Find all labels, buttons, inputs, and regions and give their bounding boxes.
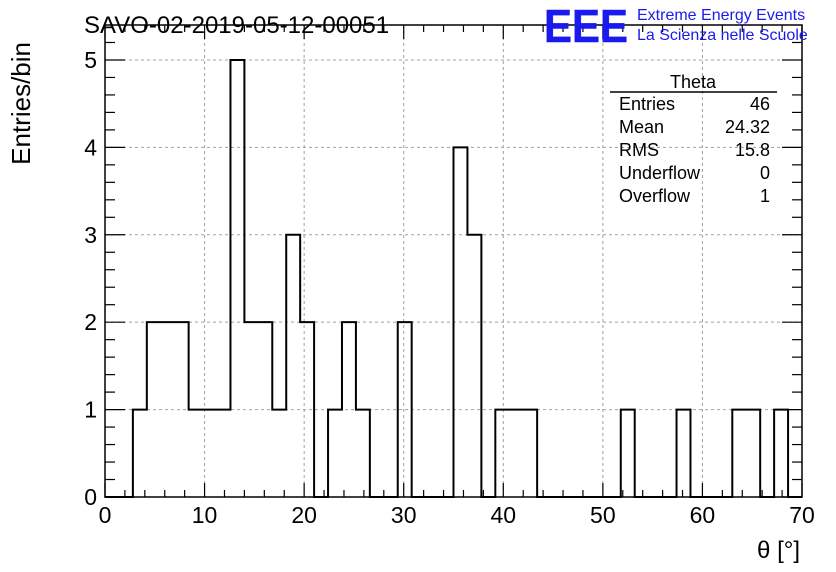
x-tick-label: 30 (391, 502, 417, 528)
plot-frame (104, 24, 803, 498)
logo-line-2: La Scienza nelle Scuole (637, 27, 808, 44)
x-tick-label: 10 (192, 502, 218, 528)
axis-ticks (104, 25, 803, 498)
x-tick-label: 60 (690, 502, 716, 528)
stats-value: 24.32 (725, 117, 770, 137)
x-tick-label: 50 (590, 502, 616, 528)
y-tick-label: 0 (84, 484, 97, 510)
stats-label: RMS (619, 140, 659, 160)
y-tick-label: 5 (84, 47, 97, 73)
stats-label: Mean (619, 117, 664, 137)
stats-label: Underflow (619, 163, 701, 183)
y-tick-label: 4 (84, 134, 97, 160)
y-tick-label: 1 (84, 397, 97, 423)
stats-box: Theta Entries 46 Mean 24.32 RMS 15.8 Underflow… (610, 72, 777, 206)
stats-value: 0 (760, 163, 770, 183)
y-tick-label: 2 (84, 309, 97, 335)
x-tick-labels: 0 10 20 30 40 50 60 70 (99, 502, 815, 528)
y-tick-labels: 0 1 2 3 4 5 (84, 47, 97, 510)
stats-value: 1 (760, 186, 770, 206)
x-tick-label: 20 (291, 502, 317, 528)
chart-title: SAVO-02-2019-05-12-00051 (84, 12, 389, 39)
stats-value: 15.8 (735, 140, 770, 160)
stats-label: Entries (619, 94, 675, 114)
histogram-outline (105, 58, 802, 498)
y-axis-label: Entries/bin (6, 42, 36, 165)
x-tick-label: 70 (789, 502, 815, 528)
x-tick-label: 40 (490, 502, 516, 528)
x-axis-label: θ [°] (757, 537, 800, 564)
stats-rows: Entries 46 Mean 24.32 RMS 15.8 Underflow 0 Overf… (619, 94, 770, 206)
y-tick-label: 3 (84, 222, 97, 248)
stats-title: Theta (670, 72, 717, 92)
x-tick-label: 0 (99, 502, 112, 528)
stats-value: 46 (750, 94, 770, 114)
logo-line-1: Extreme Energy Events (637, 7, 805, 24)
eee-logo: EEE (544, 0, 628, 52)
stats-label: Overflow (619, 186, 691, 206)
